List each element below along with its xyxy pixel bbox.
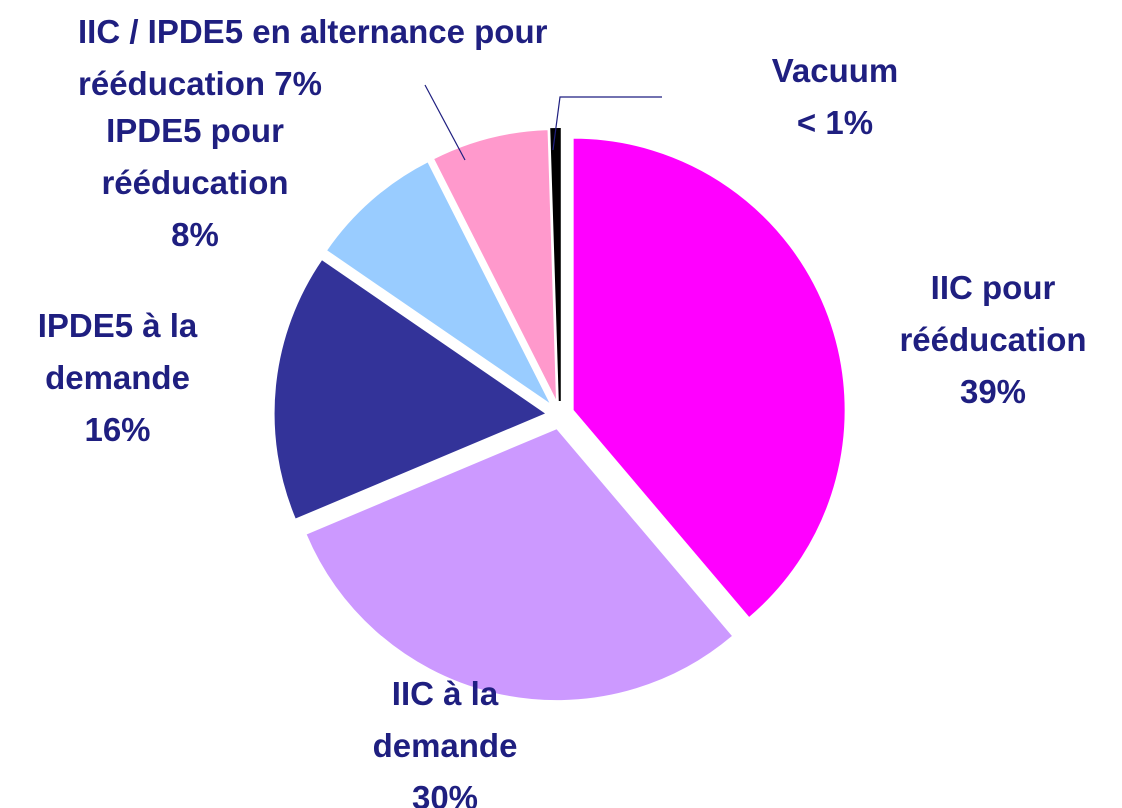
category-label: IPDE5 à la demande <box>37 307 198 396</box>
pie-slice <box>325 161 552 405</box>
slice-label: IPDE5 pour rééducation 8% <box>70 105 320 261</box>
value-label: 8% <box>171 216 219 253</box>
pie-slice <box>305 428 734 702</box>
value-label: < 1% <box>796 104 874 141</box>
value-label: 39% <box>959 373 1027 410</box>
category-label: IIC à la demande <box>372 675 518 764</box>
slice-label: IIC pour rééducation 39% <box>868 262 1118 418</box>
pie-slice <box>432 129 558 402</box>
pie-slice <box>572 137 846 619</box>
category-label: IPDE5 pour rééducation <box>101 112 289 201</box>
slice-label: Vacuum < 1% <box>720 45 950 149</box>
value-label: 16% <box>84 411 151 448</box>
category-label: IIC / IPDE5 en alternance pour rééducati… <box>78 13 548 102</box>
slice-label: IPDE5 à la demande 16% <box>5 300 230 456</box>
category-label: Vacuum <box>771 52 899 89</box>
value-label: 7% <box>274 65 322 102</box>
value-label: 30% <box>411 779 479 808</box>
pie-slice <box>273 258 548 520</box>
category-label: IIC pour rééducation <box>899 269 1087 358</box>
leader-line <box>552 96 662 151</box>
leader-line <box>424 84 466 161</box>
slice-label: IIC à la demande 30% <box>335 668 555 808</box>
slice-label: IIC / IPDE5 en alternance pour rééducati… <box>78 6 728 110</box>
